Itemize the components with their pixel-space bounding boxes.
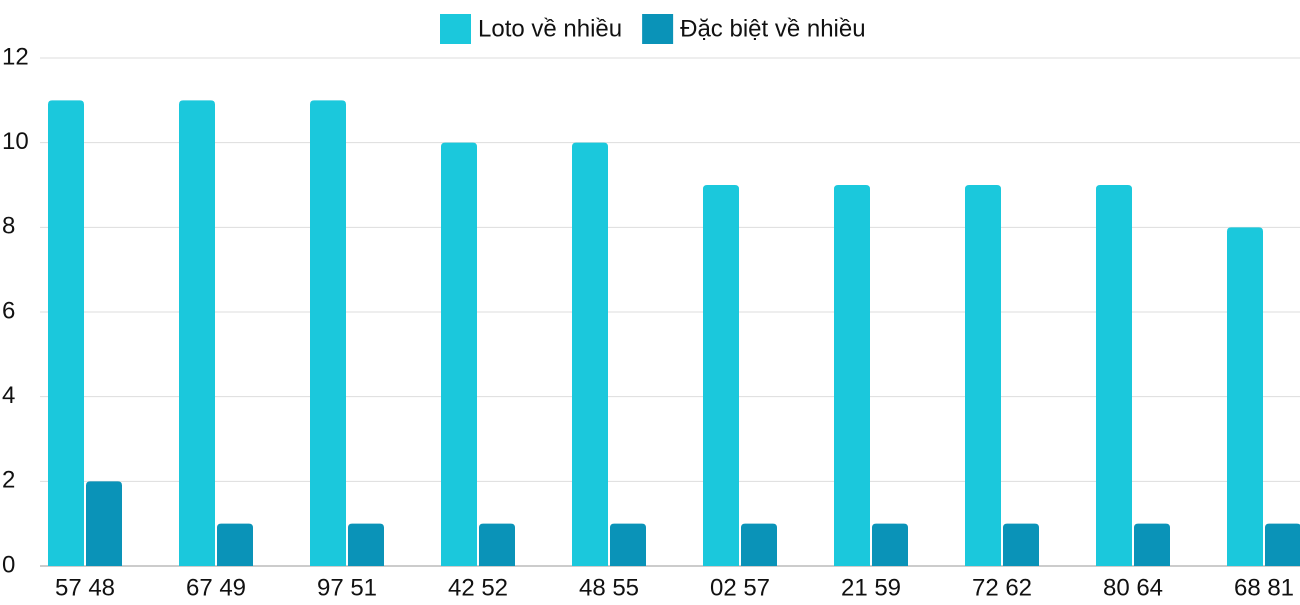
x-tick-label: 57 48 [55, 574, 115, 600]
y-tick-label: 2 [2, 467, 15, 494]
bar [348, 523, 384, 566]
legend-label: Loto về nhiều [478, 15, 622, 42]
x-tick-label: 80 64 [1103, 574, 1163, 600]
bar [479, 523, 515, 566]
bar [179, 100, 215, 566]
x-tick-label: 68 81 [1234, 574, 1294, 600]
legend-swatch [642, 14, 674, 44]
bar [310, 100, 346, 566]
bar [965, 185, 1001, 566]
x-tick-label: 21 59 [841, 574, 901, 600]
bar [1003, 523, 1039, 566]
bar [1227, 227, 1263, 567]
y-tick-label: 12 [2, 43, 29, 70]
y-tick-label: 10 [2, 128, 29, 155]
bar [217, 523, 253, 566]
x-tick-label: 72 62 [972, 574, 1032, 600]
bar [872, 523, 908, 566]
y-tick-label: 4 [2, 382, 15, 409]
y-tick-label: 0 [2, 551, 15, 578]
bar [610, 523, 646, 566]
bar [441, 142, 477, 566]
bar [48, 100, 84, 566]
bar [1096, 185, 1132, 566]
bar [834, 185, 870, 566]
x-tick-label: 42 52 [448, 574, 508, 600]
y-tick-label: 6 [2, 297, 15, 324]
legend-swatch [440, 14, 471, 44]
bar [86, 481, 122, 566]
x-tick-label: 48 55 [579, 574, 639, 600]
bar [1265, 523, 1300, 566]
x-tick-label: 02 57 [710, 574, 770, 600]
legend-label: Đặc biệt về nhiều [680, 15, 865, 42]
bar [572, 142, 608, 566]
bar [1134, 523, 1170, 566]
bar [703, 185, 739, 566]
x-tick-label: 97 51 [317, 574, 377, 600]
y-tick-label: 8 [2, 213, 15, 240]
x-tick-label: 67 49 [186, 574, 246, 600]
bar [741, 523, 777, 566]
